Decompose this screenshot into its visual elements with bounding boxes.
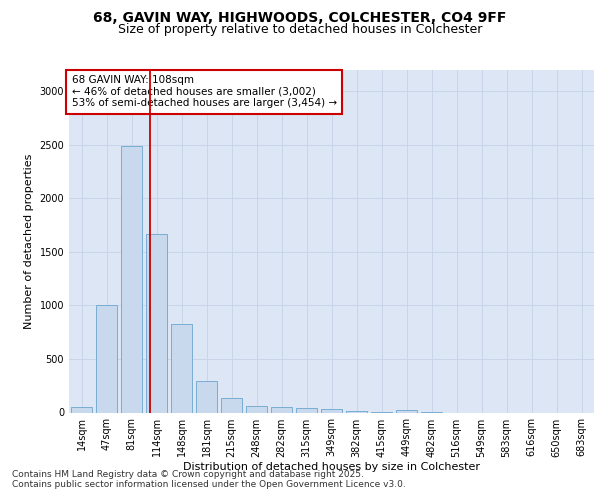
- Bar: [171, 324, 192, 412]
- Bar: [196, 382, 217, 412]
- Text: 68, GAVIN WAY, HIGHWOODS, COLCHESTER, CO4 9FF: 68, GAVIN WAY, HIGHWOODS, COLCHESTER, CO…: [94, 11, 506, 25]
- Bar: [246, 406, 267, 412]
- Y-axis label: Number of detached properties: Number of detached properties: [24, 154, 34, 329]
- Bar: [346, 411, 367, 412]
- Bar: [221, 398, 242, 412]
- Bar: [71, 407, 92, 412]
- Bar: [296, 408, 317, 412]
- X-axis label: Distribution of detached houses by size in Colchester: Distribution of detached houses by size …: [183, 462, 480, 472]
- Bar: [146, 234, 167, 412]
- Bar: [396, 410, 417, 412]
- Text: Size of property relative to detached houses in Colchester: Size of property relative to detached ho…: [118, 22, 482, 36]
- Bar: [271, 406, 292, 412]
- Text: 68 GAVIN WAY: 108sqm
← 46% of detached houses are smaller (3,002)
53% of semi-de: 68 GAVIN WAY: 108sqm ← 46% of detached h…: [71, 75, 337, 108]
- Bar: [321, 410, 342, 412]
- Bar: [96, 305, 117, 412]
- Bar: [121, 146, 142, 412]
- Text: Contains HM Land Registry data © Crown copyright and database right 2025.
Contai: Contains HM Land Registry data © Crown c…: [12, 470, 406, 489]
